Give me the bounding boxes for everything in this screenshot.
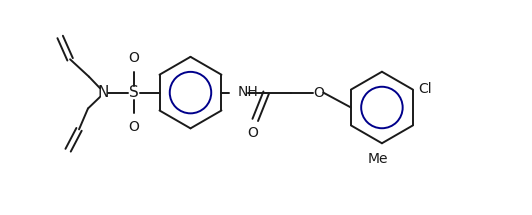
Text: NH: NH [238, 85, 259, 99]
Text: O: O [313, 86, 324, 100]
Text: O: O [247, 126, 258, 140]
Text: O: O [128, 120, 139, 134]
Text: N: N [97, 85, 109, 100]
Text: Me: Me [368, 152, 388, 166]
Text: Cl: Cl [418, 82, 431, 96]
Text: S: S [129, 85, 138, 100]
Text: O: O [128, 51, 139, 65]
